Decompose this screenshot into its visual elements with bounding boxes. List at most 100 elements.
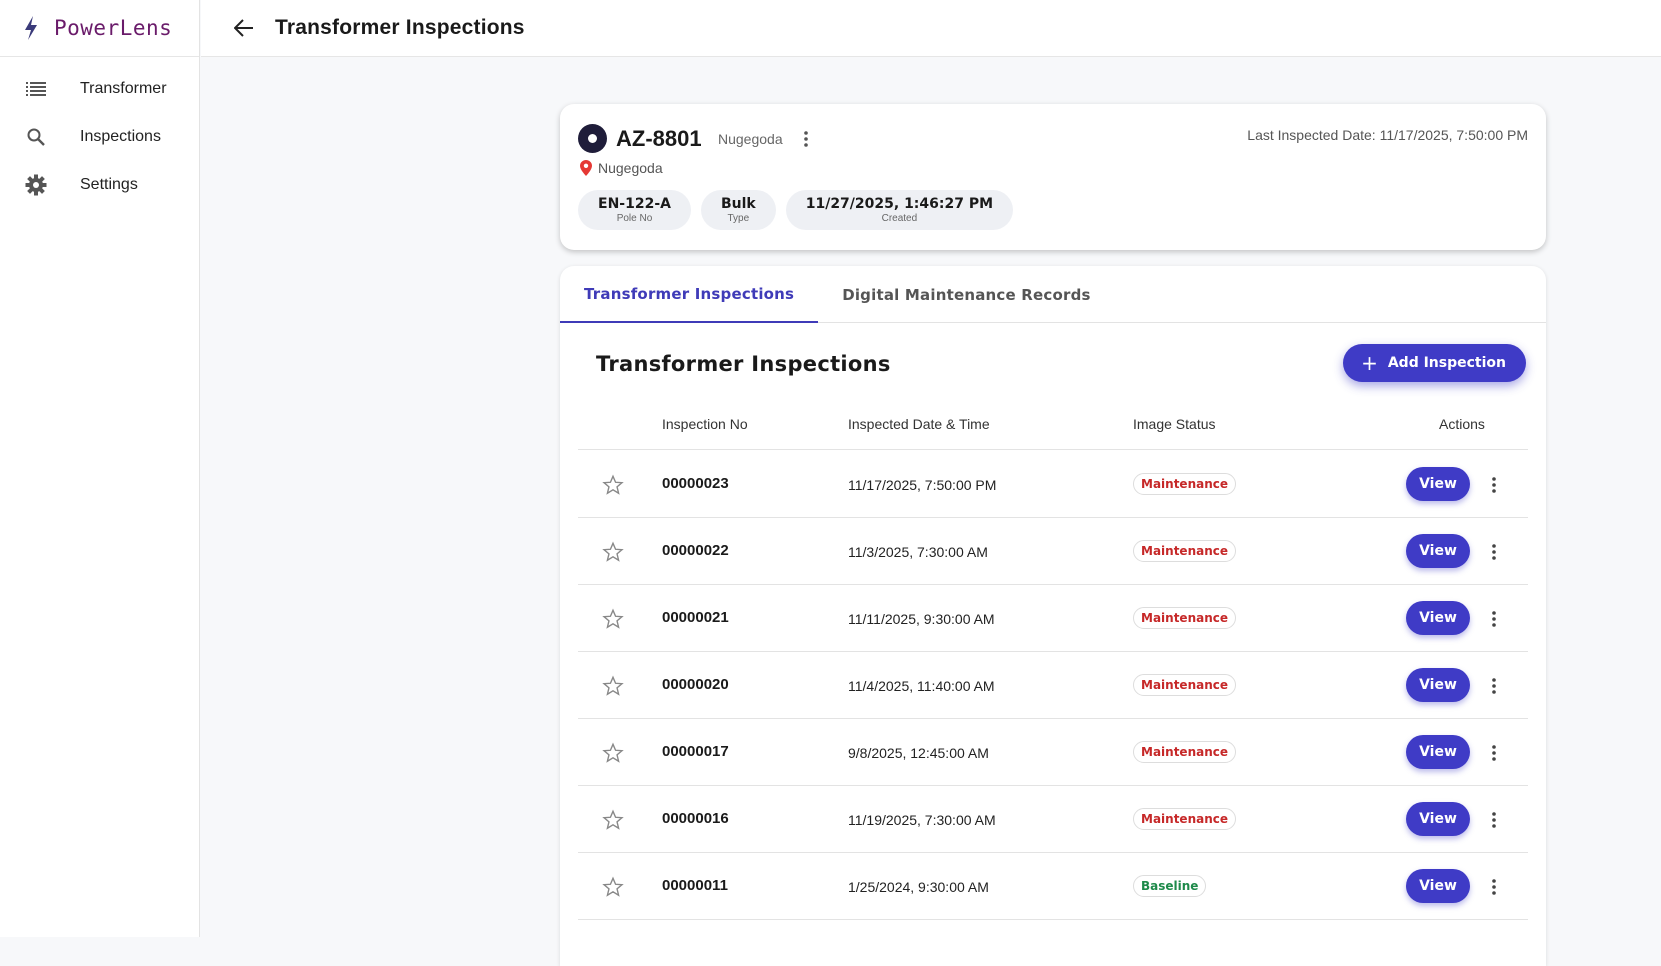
table-row: 00000021 11/11/2025, 9:30:00 AM Maintena… <box>578 585 1528 652</box>
status-badge: Maintenance <box>1133 808 1237 830</box>
row-more-button[interactable] <box>1484 539 1504 565</box>
status-badge: Maintenance <box>1133 674 1237 696</box>
table-row: 00000023 11/17/2025, 7:50:00 PM Maintena… <box>578 451 1528 518</box>
inspection-number: 00000023 <box>662 475 729 492</box>
table-header: Inspection No Inspected Date & Time Imag… <box>578 398 1528 450</box>
inspection-number: 00000017 <box>662 743 729 760</box>
sidebar-nav: Transformer Inspections Settings <box>0 57 199 209</box>
star-icon[interactable] <box>602 742 624 764</box>
sidebar-item-label: Transformer <box>80 80 167 97</box>
gear-icon <box>24 173 48 197</box>
view-button[interactable]: View <box>1406 534 1470 568</box>
more-vert-icon <box>1492 611 1496 627</box>
transformer-region: Nugegoda <box>718 131 783 147</box>
table-body: 00000023 11/17/2025, 7:50:00 PM Maintena… <box>578 451 1528 920</box>
more-vert-icon <box>1492 745 1496 761</box>
chip-key: Created <box>881 213 918 224</box>
star-icon[interactable] <box>602 541 624 563</box>
column-header-image-status: Image Status <box>1133 416 1216 432</box>
transformer-location: Nugegoda <box>598 160 663 176</box>
star-icon[interactable] <box>602 474 624 496</box>
plus-icon: + <box>1361 351 1378 375</box>
sidebar-item-inspections[interactable]: Inspections <box>0 113 199 161</box>
inspection-number: 00000011 <box>662 877 728 894</box>
view-button[interactable]: View <box>1406 802 1470 836</box>
table-row: 00000020 11/4/2025, 11:40:00 AM Maintena… <box>578 652 1528 719</box>
last-inspected-date: Last Inspected Date: 11/17/2025, 7:50:00… <box>1247 127 1528 143</box>
transformer-id: AZ-8801 <box>616 126 702 151</box>
status-badge: Maintenance <box>1133 540 1237 562</box>
inspection-date: 11/4/2025, 11:40:00 AM <box>848 678 995 694</box>
star-icon[interactable] <box>602 608 624 630</box>
inspection-date: 11/17/2025, 7:50:00 PM <box>848 477 997 493</box>
star-icon[interactable] <box>602 809 624 831</box>
view-button[interactable]: View <box>1406 601 1470 635</box>
view-button[interactable]: View <box>1406 668 1470 702</box>
row-more-button[interactable] <box>1484 673 1504 699</box>
status-dot-icon <box>578 124 607 153</box>
list-icon <box>24 77 48 101</box>
search-icon <box>24 125 48 149</box>
sidebar: PowerLens Transformer Inspections Settin… <box>0 0 200 937</box>
view-button[interactable]: View <box>1406 467 1470 501</box>
back-button[interactable] <box>224 8 264 48</box>
page-title: Transformer Inspections <box>275 16 525 39</box>
inspection-number: 00000016 <box>662 810 729 827</box>
sidebar-item-transformer[interactable]: Transformer <box>0 65 199 113</box>
column-header-date: Inspected Date & Time <box>848 416 990 432</box>
add-inspection-label: Add Inspection <box>1387 355 1506 371</box>
more-vert-icon <box>1492 678 1496 694</box>
inspections-card: Transformer Inspections Digital Maintena… <box>560 266 1546 966</box>
star-icon[interactable] <box>602 675 624 697</box>
inspection-number: 00000022 <box>662 542 729 559</box>
transformer-more-button[interactable] <box>798 128 814 150</box>
table-row: 00000017 9/8/2025, 12:45:00 AM Maintenan… <box>578 719 1528 786</box>
more-vert-icon <box>1492 544 1496 560</box>
add-inspection-button[interactable]: + Add Inspection <box>1343 344 1526 382</box>
inspection-number: 00000021 <box>662 609 729 626</box>
chip-value: 11/27/2025, 1:46:27 PM <box>805 196 994 212</box>
brand-name: PowerLens <box>54 16 173 40</box>
brand[interactable]: PowerLens <box>0 0 199 57</box>
sidebar-item-settings[interactable]: Settings <box>0 161 199 209</box>
sidebar-item-label: Settings <box>80 176 138 193</box>
tab-transformer-inspections[interactable]: Transformer Inspections <box>560 266 819 323</box>
row-more-button[interactable] <box>1484 740 1504 766</box>
top-bar: Transformer Inspections <box>201 0 1661 57</box>
row-more-button[interactable] <box>1484 874 1504 900</box>
inspection-date: 11/19/2025, 7:30:00 AM <box>848 812 996 828</box>
inspection-date: 11/11/2025, 9:30:00 AM <box>848 611 995 627</box>
tab-bar: Transformer Inspections Digital Maintena… <box>560 266 1546 323</box>
location-pin-icon <box>580 160 592 176</box>
chip-key: Type <box>727 213 750 224</box>
status-badge: Maintenance <box>1133 741 1237 763</box>
chip-created: 11/27/2025, 1:46:27 PM Created <box>785 190 1014 230</box>
status-badge: Baseline <box>1133 875 1207 897</box>
view-button[interactable]: View <box>1406 869 1470 903</box>
inspection-date: 11/3/2025, 7:30:00 AM <box>848 544 988 560</box>
inspection-date: 1/25/2024, 9:30:00 AM <box>848 879 989 895</box>
transformer-card: AZ-8801 Nugegoda Nugegoda Last Inspected… <box>560 104 1546 250</box>
more-vert-icon <box>1492 812 1496 828</box>
star-icon[interactable] <box>602 876 624 898</box>
more-vert-icon <box>1492 879 1496 895</box>
column-header-inspection-no: Inspection No <box>662 416 748 432</box>
row-more-button[interactable] <box>1484 472 1504 498</box>
transformer-chips: EN-122-A Pole No Bulk Type 11/27/2025, 1… <box>578 190 1014 230</box>
more-vert-icon <box>804 131 808 147</box>
row-more-button[interactable] <box>1484 606 1504 632</box>
status-badge: Maintenance <box>1133 607 1237 629</box>
table-row: 00000011 1/25/2024, 9:30:00 AM Baseline … <box>578 853 1528 920</box>
bolt-icon <box>25 16 37 40</box>
chip-value: Bulk <box>720 196 756 212</box>
chip-value: EN-122-A <box>598 196 671 212</box>
row-more-button[interactable] <box>1484 807 1504 833</box>
arrow-left-icon <box>234 19 253 37</box>
column-header-actions: Actions <box>1439 416 1485 432</box>
view-button[interactable]: View <box>1406 735 1470 769</box>
chip-type: Bulk Type <box>700 190 776 230</box>
tab-digital-maintenance-records[interactable]: Digital Maintenance Records <box>842 285 1091 304</box>
table-row: 00000022 11/3/2025, 7:30:00 AM Maintenan… <box>578 518 1528 585</box>
chip-key: Pole No <box>616 213 653 224</box>
inspection-date: 9/8/2025, 12:45:00 AM <box>848 745 989 761</box>
